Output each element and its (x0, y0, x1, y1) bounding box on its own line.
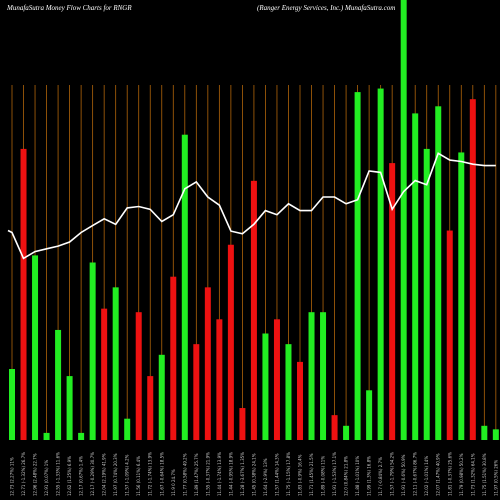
money-flow-bar (66, 376, 73, 440)
x-tick-label: 11.67 (-0.64%) 18.5% (159, 452, 164, 496)
x-tick-label: 12.96 (2.48%) 22.7% (33, 453, 38, 496)
x-tick-label: 12.0 (0.84%) 21.8% (344, 456, 349, 496)
x-tick-label: 11.9 0 24.7% (171, 469, 176, 496)
money-flow-bar (320, 312, 327, 440)
money-flow-bar (469, 99, 476, 440)
x-tick-label: 11.83 (-0.9%) 16.4% (298, 454, 303, 496)
x-tick-label: 12.11 (-0.67%) 86.7% (413, 452, 418, 496)
x-tick-label: 11.99 (1.3%) 16.8% (367, 456, 372, 496)
money-flow-bar (89, 262, 96, 440)
x-tick-label: 11.75 (1.51%) 30.8% (482, 453, 487, 496)
x-tick-label: 12.55 (-1.33%) 11.6% (56, 452, 61, 496)
x-tick-label: 11.88 (-1.01%) 10% (355, 456, 360, 496)
x-tick-label: 12.91 (0.07%) 1% (44, 460, 49, 496)
x-tick-label: 11.75 (-1.15%) 17.8% (286, 452, 291, 496)
money-flow-bar (135, 312, 142, 440)
money-flow-bar (147, 376, 154, 440)
x-tick-label: 11.97 (0.5%) 26% (493, 460, 498, 496)
money-flow-bar (78, 432, 85, 440)
money-flow-bar (250, 180, 257, 440)
x-tick-label: 11.57 (-1.09%) 4.2% (125, 454, 130, 496)
money-flow-bar (331, 415, 338, 440)
money-flow-bar (343, 425, 350, 440)
x-tick-label: 11.91 (-1.53%) 17.1% (332, 452, 337, 496)
x-tick-label: 11.28 (-3.67%) 1.35% (240, 452, 245, 496)
x-tick-label: 12.62 (1.25%) 6.9% (67, 456, 72, 496)
x-tick-label: 11.91 (-0.6%) 50.9% (401, 454, 406, 496)
x-tick-label: 11.89 (-0.08%) 11% (321, 456, 326, 496)
money-flow-bar (492, 429, 499, 440)
money-flow-bar (20, 148, 27, 440)
x-tick-label: 11.89 (1.47%) 25.7% (194, 453, 199, 496)
money-flow-bar (458, 152, 465, 440)
money-flow-bar (112, 287, 119, 440)
x-tick-label: 11.44 (-1.74%) 13.9% (217, 452, 222, 496)
money-flow-bar (435, 106, 442, 441)
money-flow-bar (124, 418, 131, 440)
x-tick-label: 11.73 (1.32%) 64.1% (470, 453, 475, 496)
money-flow-bar (170, 276, 177, 440)
money-flow-bar (400, 0, 407, 440)
money-flow-bar (308, 312, 315, 440)
money-flow-bar (55, 329, 62, 440)
money-flow-bar (412, 113, 419, 441)
money-flow-bar (354, 92, 361, 440)
money-flow-bar (43, 432, 50, 440)
money-flow-bar (158, 354, 165, 440)
x-tick-label: 12.04 (2.19%) 41.9% (102, 453, 107, 496)
money-flow-bar (389, 163, 396, 440)
money-flow-bar (273, 319, 280, 440)
x-tick-label: 12.02 (-1.01%) 14% (424, 456, 429, 496)
chart-title: MunafaSutra Money Flow Charts for RNGR (7, 4, 132, 12)
x-tick-label: 12.73 (2.27%) 11% (10, 457, 15, 496)
x-tick-label: 11.97 (0.74%) 20.3% (113, 453, 118, 496)
x-tick-label: 11.57 (1.44%) 14.3% (274, 453, 279, 496)
x-tick-label: 11.57 (-1.79%) 54.2% (390, 452, 395, 496)
x-tick-label: 11.44 (-0.95%) 18.9% (228, 452, 233, 496)
x-tick-label: 12.71 (-1.32%) 26.7% (21, 452, 26, 496)
x-tick-label: 11.55 (-0.37%) 21.9% (205, 452, 210, 496)
money-flow-bar (366, 390, 373, 440)
money-flow-bar (239, 408, 246, 440)
x-tick-label: 12.17 (0.67%) 1.4% (79, 456, 84, 496)
money-flow-bar (262, 333, 269, 440)
money-flow-bar (32, 255, 39, 440)
money-flow-bar (181, 134, 188, 440)
money-flow-bar (446, 230, 453, 440)
price-line (7, 152, 496, 260)
money-flow-bar (9, 369, 15, 440)
x-tick-label: 11.56 (0.11%) 6.4% (136, 456, 141, 496)
money-flow-bar (216, 319, 223, 440)
x-tick-label: 12.07 (1.47%) 40.9% (436, 453, 441, 496)
x-tick-label: 12.17 (-0.29%) 30.7% (90, 452, 95, 496)
x-tick-label: 11.71 (1.45%) 21.5% (309, 453, 314, 496)
money-flow-bar (285, 344, 292, 440)
money-flow-bar (101, 308, 108, 440)
x-tick-label: 11.77 (0.58%) 49.2% (182, 453, 187, 496)
x-tick-label: 11.45 (0.38%) 24.1% (251, 453, 256, 496)
money-flow-bar (423, 148, 430, 440)
money-flow-bar (377, 88, 384, 441)
money-flow-bar (204, 287, 211, 440)
x-tick-label: 11.79 (0.98%) 50.2% (459, 453, 464, 496)
x-tick-label: 11.7 (-0.84%) 2.7% (378, 457, 383, 496)
x-tick-label: 11.64 (-2.9%) 13% (263, 458, 268, 496)
money-flow-bar (481, 425, 488, 440)
x-tick-label: 11.72 (-1.74%) 13.9% (148, 452, 153, 496)
money-flow-bar (227, 244, 234, 440)
money-flow-bar (297, 361, 303, 440)
chart-subtitle: (Ranger Energy Services, Inc.) MunafaSut… (257, 4, 396, 12)
x-tick-label: 11.81 (-0.37%) 25.6% (447, 452, 452, 496)
money-flow-bar (193, 344, 200, 440)
